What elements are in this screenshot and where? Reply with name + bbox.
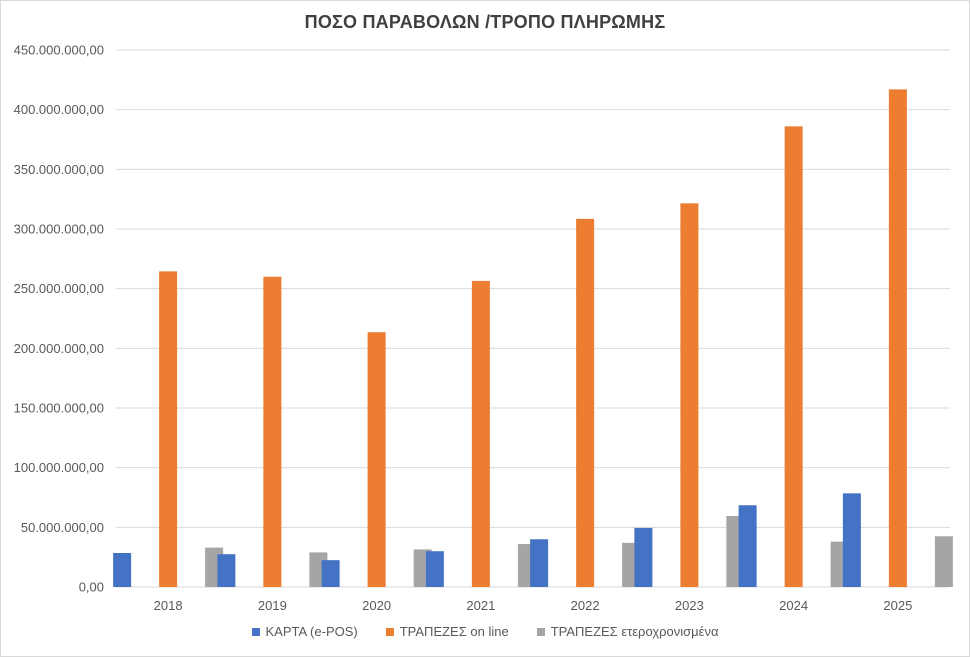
x-tick-label: 2020 [362,598,391,613]
x-tick-label: 2018 [154,598,183,613]
x-tick-label: 2024 [779,598,808,613]
y-tick-label: 250.000.000,00 [14,281,104,296]
bar-2019-series-1 [263,276,282,587]
y-tick-label: 450.000.000,00 [14,43,104,58]
y-tick-label: 100.000.000,00 [14,460,104,475]
bar-2022-series-1 [576,218,595,587]
y-tick-label: 400.000.000,00 [14,102,104,117]
legend-label: ΤΡΑΠΕΖΕΣ on line [399,624,509,639]
y-tick-label: 50.000.000,00 [21,520,104,535]
bar-2024-series-0 [738,505,757,587]
bar-2024-series-1 [784,126,803,587]
y-tick-label: 350.000.000,00 [14,162,104,177]
bar-2018-series-1 [159,271,178,587]
bar-2022-series-0 [530,539,549,587]
chart-title: ΠΟΣΟ ΠΑΡΑΒΟΛΩΝ /ΤΡΟΠΟ ΠΛΗΡΩΜΗΣ [304,12,666,32]
legend-item: ΤΡΑΠΕΖΕΣ on line [385,624,509,639]
bar-2018-series-0 [113,552,132,587]
y-tick-label: 300.000.000,00 [14,222,104,237]
bar-2025-series-2 [934,536,953,587]
legend-swatch [385,627,394,636]
bar-2025-series-0 [842,493,861,587]
legend-item: ΤΡΑΠΕΖΕΣ ετεροχρονισμένα [536,624,719,639]
bar-2021-series-1 [471,280,490,587]
x-axis-ticks: 2018 2019 2020 2021 2022 2023 2024 2025 [154,598,913,613]
bar-2019-series-0 [217,554,236,587]
bar-2020-series-1 [367,332,386,587]
y-tick-label: 0,00 [79,580,104,595]
gridlines [116,49,950,588]
legend-swatch [536,627,545,636]
bar-2020-series-0 [321,560,340,587]
legend: ΚΑΡΤΑ (e-POS) ΤΡΑΠΕΖΕΣ on line ΤΡΑΠΕΖΕΣ ετ… [0,624,970,639]
bar-2023-series-1 [680,203,699,588]
x-tick-label: 2022 [571,598,600,613]
x-tick-label: 2025 [883,598,912,613]
y-axis-ticks: 0,00 50.000.000,00 100.000.000,00 150.000.0… [14,43,104,595]
bars [113,89,953,588]
y-tick-label: 150.000.000,00 [14,401,104,416]
y-tick-label: 200.000.000,00 [14,341,104,356]
bar-2025-series-1 [888,89,907,587]
chart-plot: 0,00 50.000.000,00 100.000.000,00 150.000.0… [14,43,953,613]
bar-2021-series-0 [425,551,444,587]
legend-label: ΚΑΡΤΑ (e-POS) [265,624,358,639]
legend-label: ΤΡΑΠΕΖΕΣ ετεροχρονισμένα [550,624,719,639]
legend-swatch [251,627,260,636]
x-tick-label: 2021 [466,598,495,613]
legend-item: ΚΑΡΤΑ (e-POS) [251,624,358,639]
x-tick-label: 2023 [675,598,704,613]
bar-2023-series-0 [634,527,653,587]
x-tick-label: 2019 [258,598,287,613]
